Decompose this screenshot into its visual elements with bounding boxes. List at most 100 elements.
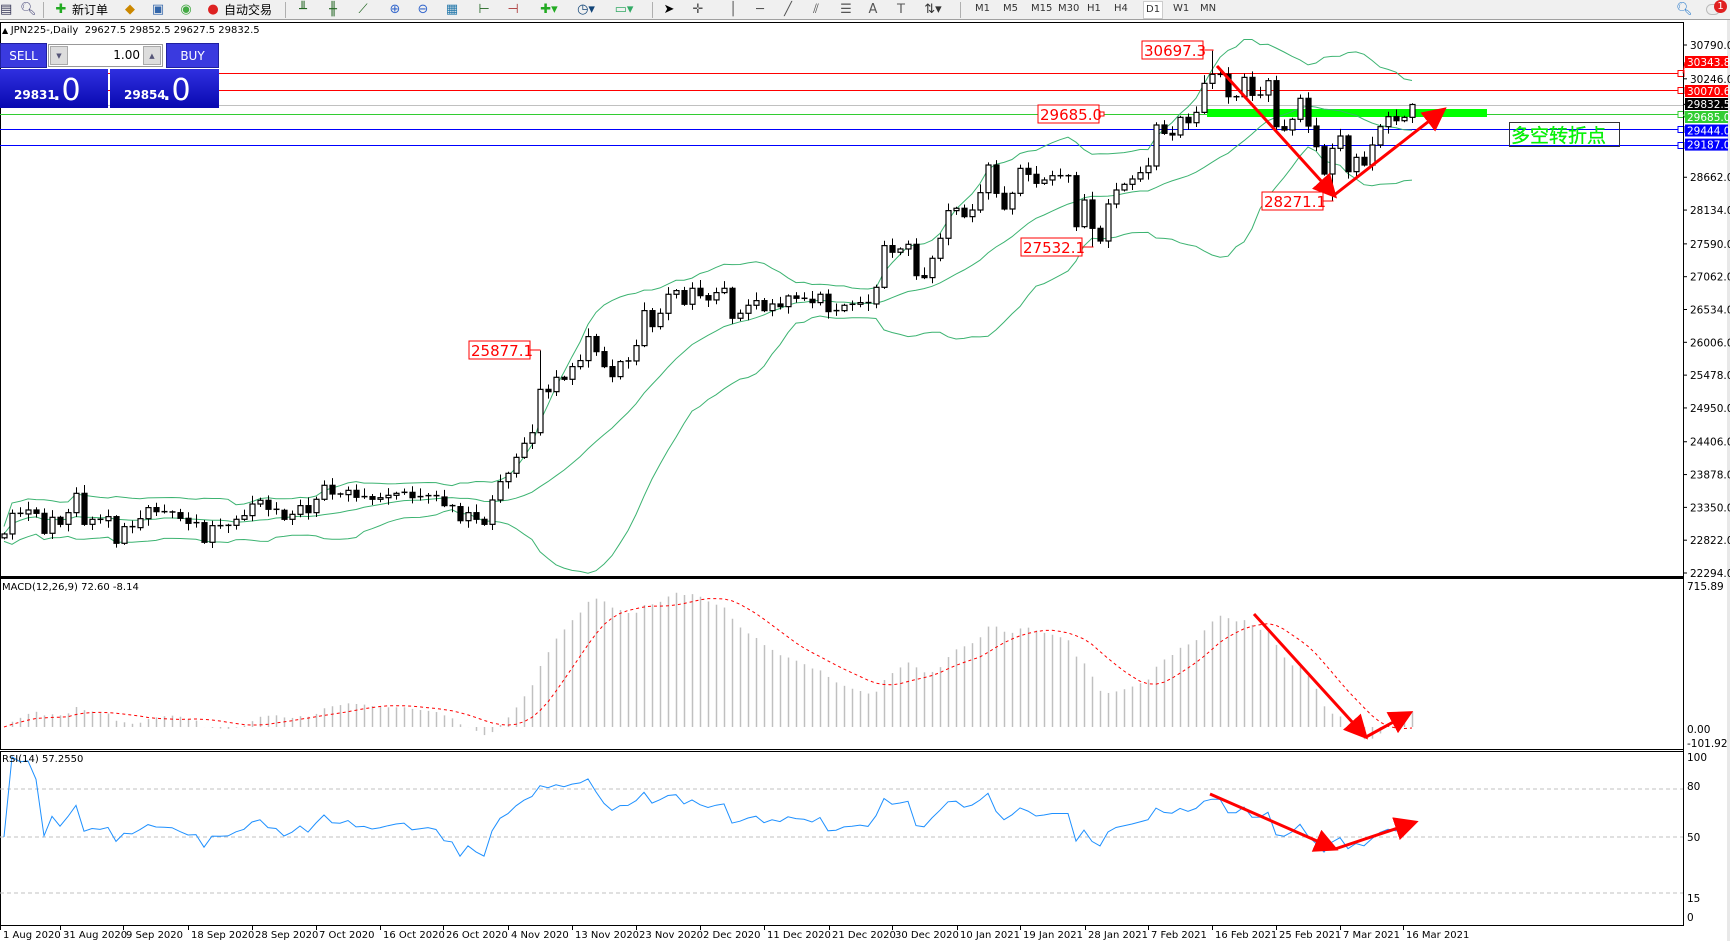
candle[interactable] [89,516,96,530]
timeframe-h1[interactable]: H1 [1087,3,1101,14]
candle[interactable] [713,287,720,305]
candle[interactable] [217,518,224,529]
candle[interactable] [1337,128,1344,152]
candle[interactable] [801,292,808,301]
candle[interactable] [17,507,24,517]
candle[interactable] [353,484,360,502]
candle[interactable] [449,504,456,513]
candle[interactable] [705,292,712,307]
candle[interactable] [1009,191,1016,215]
candle[interactable] [1145,157,1152,180]
candle[interactable] [209,520,216,548]
candle[interactable] [993,160,1000,198]
candle[interactable] [1193,106,1200,127]
autoscroll-icon[interactable]: ⊣ [507,2,519,17]
candle[interactable] [905,240,912,256]
candle[interactable] [1161,120,1168,135]
candle[interactable] [1097,225,1104,244]
candle[interactable] [1137,166,1144,182]
candle[interactable] [1177,115,1184,138]
candle[interactable] [1377,123,1384,148]
candle[interactable] [233,515,240,530]
vertical-line-icon[interactable]: │ [729,2,737,17]
candle[interactable] [681,286,688,306]
collapse-icon[interactable]: ▲ [2,26,11,35]
candle[interactable] [57,515,64,528]
lot-size-value[interactable]: 1.00 [113,48,140,62]
candle[interactable] [1129,175,1136,190]
candle[interactable] [1209,50,1216,89]
bar-chart-icon[interactable]: ╨ [299,2,307,17]
crosshair-icon[interactable]: ✛ [692,2,704,17]
candle[interactable] [225,523,232,533]
candle[interactable] [865,294,872,311]
candle[interactable] [193,514,200,528]
candle[interactable] [1121,182,1128,192]
candle[interactable] [1081,193,1088,229]
candle[interactable] [425,492,432,504]
candle[interactable] [1185,113,1192,130]
candle[interactable] [465,506,472,528]
candle[interactable] [665,287,672,321]
candle[interactable] [1089,191,1096,248]
candle[interactable] [73,487,80,517]
candle[interactable] [1297,94,1304,123]
candle[interactable] [313,496,320,517]
candle[interactable] [497,474,504,503]
candle[interactable] [841,303,848,313]
candle[interactable] [1033,166,1040,188]
candle[interactable] [1409,103,1416,123]
zoom-in-icon[interactable]: ⊕ [389,2,401,17]
candle[interactable] [41,508,48,535]
candle[interactable] [121,522,128,545]
candle[interactable] [417,488,424,501]
periods-clock-icon[interactable]: ◷▾ [577,2,595,17]
candle[interactable] [385,488,392,505]
sell-button[interactable]: SELL [0,43,47,68]
candle[interactable] [185,512,192,531]
candle[interactable] [161,504,168,514]
tile-windows-icon[interactable]: ▦ [445,2,459,17]
timeframe-h4[interactable]: H4 [1114,3,1128,14]
candle[interactable] [1017,164,1024,197]
new-order-icon[interactable]: ✚ [55,2,67,17]
navigator-icon[interactable]: ▣ [151,2,165,17]
zoom-out-icon[interactable]: ⊖ [417,2,429,17]
lot-increase-button[interactable]: ▲ [143,46,161,65]
candle[interactable] [833,303,840,316]
candle[interactable] [409,486,416,504]
candle[interactable] [529,424,536,449]
candle[interactable] [977,184,984,213]
timeframe-m15[interactable]: M15 [1031,3,1053,14]
auto-trading-icon[interactable]: ● [207,2,219,17]
candle[interactable] [97,514,104,524]
timeframe-w1[interactable]: W1 [1173,3,1190,14]
candle[interactable] [1385,111,1392,134]
candle[interactable] [777,296,784,310]
cursor-icon[interactable]: ➤ [663,2,675,17]
timeframe-d1[interactable]: D1 [1143,1,1164,19]
candle[interactable] [1313,117,1320,151]
buy-price-tile[interactable]: 29854 .0 [110,69,219,108]
candle[interactable] [1169,126,1176,141]
arrows-icon[interactable]: ⇅▾ [924,2,942,17]
candle[interactable] [329,478,336,500]
candle[interactable] [593,333,600,356]
indicators-icon[interactable]: ✚▾ [540,2,558,17]
candle[interactable] [1265,78,1272,103]
candle[interactable] [921,267,928,280]
candle[interactable] [945,203,952,246]
auto-trading-button[interactable]: 自动交易 [224,3,273,17]
red-arrow[interactable] [1209,792,1339,852]
new-order-button[interactable]: 新订单 [72,3,109,17]
candle[interactable] [345,486,352,502]
candle[interactable] [1025,162,1032,182]
candle[interactable] [401,488,408,495]
candle[interactable] [753,292,760,310]
candle[interactable] [249,495,256,522]
window-icon[interactable]: ▤ [0,2,13,17]
red-arrow[interactable] [1332,107,1447,198]
candle[interactable] [369,493,376,505]
candle[interactable] [1041,177,1048,185]
candle[interactable] [809,291,816,309]
